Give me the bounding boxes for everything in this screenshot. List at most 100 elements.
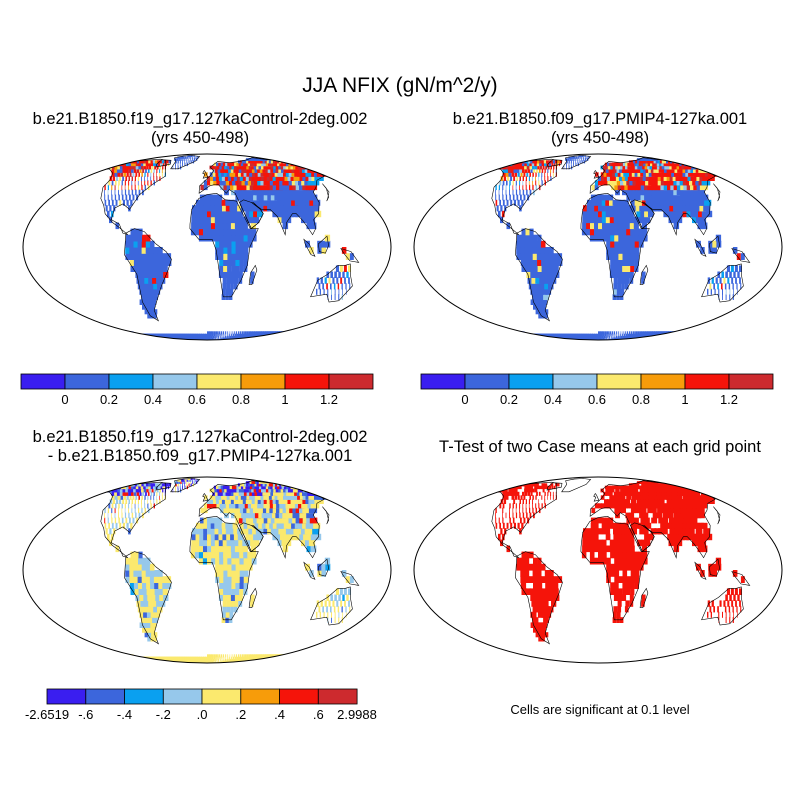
grid-cell: [243, 551, 249, 559]
grid-cell: [207, 337, 209, 340]
grid-cell: [689, 522, 697, 529]
grid-cell: [317, 570, 322, 577]
grid-cell: [658, 517, 665, 524]
grid-cell: [529, 507, 531, 514]
grid-cell: [305, 539, 312, 547]
grid-cell: [525, 551, 530, 559]
grid-cell: [605, 216, 611, 224]
grid-cell: [729, 271, 732, 278]
grid-cell: [348, 265, 351, 272]
grid-cell: [295, 194, 303, 201]
grid-cell: [239, 507, 246, 514]
grid-cell: [631, 333, 634, 337]
grid-cell: [645, 338, 654, 340]
grid-cell: [193, 479, 195, 482]
grid-cell: [528, 283, 535, 290]
grid-cell: [277, 539, 284, 547]
grid-cell: [257, 661, 266, 663]
grid-cell: [219, 240, 224, 248]
grid-cell: [706, 165, 718, 170]
grid-cell: [279, 658, 288, 662]
grid-cell: [338, 594, 341, 601]
coastline-north-america: [97, 158, 167, 235]
grid-cell: [222, 491, 228, 496]
grid-cell: [211, 551, 216, 559]
grid-cell: [190, 160, 192, 164]
grid-cell: [224, 189, 229, 196]
grid-cell: [621, 184, 626, 191]
grid-cell: [261, 522, 268, 529]
grid-cell: [331, 294, 332, 300]
grid-cell: [608, 333, 610, 337]
grid-cell: [601, 180, 606, 186]
grid-cell: [516, 247, 521, 254]
grid-cell: [516, 557, 522, 565]
grid-cell: [146, 661, 158, 663]
grid-cell: [230, 283, 234, 290]
grid-cell: [630, 576, 636, 583]
grid-cell: [566, 165, 567, 170]
grid-cell: [239, 234, 245, 242]
grid-cell: [210, 660, 212, 663]
grid-cell: [156, 499, 158, 504]
grid-cell: [661, 517, 669, 524]
grid-cell: [159, 491, 161, 496]
grid-cell: [131, 503, 133, 509]
grid-cell: [130, 656, 141, 660]
grid-cell: [118, 184, 119, 191]
grid-cell: [641, 337, 648, 340]
grid-cell: [620, 333, 622, 337]
grid-cell: [309, 247, 314, 254]
grid-cell: [231, 335, 234, 339]
grid-cell: [227, 253, 232, 260]
grid-cell: [150, 499, 152, 504]
grid-cell: [254, 539, 260, 547]
grid-cell: [259, 528, 266, 535]
grid-cell: [620, 335, 623, 339]
grid-cell: [675, 333, 684, 337]
grid-cell: [178, 158, 180, 161]
grid-cell: [145, 606, 152, 613]
grid-cell: [701, 222, 708, 230]
grid-cell: [692, 485, 705, 490]
grid-cell: [327, 611, 329, 618]
grid-cell: [672, 517, 680, 524]
grid-cell: [190, 228, 196, 236]
grid-cell: [500, 331, 513, 335]
grid-cell: [205, 658, 208, 662]
grid-cell: [315, 488, 327, 493]
grid-cell: [247, 522, 253, 529]
grid-cell: [248, 338, 256, 340]
grid-cell: [218, 205, 223, 212]
grid-cell: [139, 611, 146, 618]
grid-cell: [227, 588, 232, 595]
grid-cell: [616, 205, 622, 212]
grid-cell: [124, 333, 136, 337]
grid-cell: [601, 216, 607, 224]
coastline-indonesia-sumatra: [303, 561, 316, 580]
grid-cell: [334, 288, 336, 295]
grid-cell: [513, 165, 518, 170]
grid-cell: [252, 338, 260, 340]
grid-cell: [339, 588, 343, 595]
grid-cell: [254, 216, 260, 224]
coastline-madagascar: [248, 264, 258, 285]
grid-cell: [624, 331, 626, 335]
grid-cell: [717, 271, 721, 278]
grid-cell: [111, 168, 116, 173]
grid-cell: [133, 335, 144, 339]
grid-cell: [227, 333, 229, 337]
grid-cell: [134, 265, 140, 272]
grid-cell: [270, 335, 278, 339]
coastlines: [488, 478, 751, 645]
grid-cell: [622, 228, 628, 236]
grid-cell: [137, 283, 144, 290]
grid-cell: [189, 155, 191, 158]
grid-cell: [233, 499, 239, 504]
grid-cell: [622, 551, 628, 559]
grid-cell: [348, 588, 351, 595]
grid-cell: [188, 160, 190, 164]
grid-cell: [665, 335, 673, 339]
grid-cell: [648, 503, 655, 509]
grid-cell: [618, 234, 624, 242]
